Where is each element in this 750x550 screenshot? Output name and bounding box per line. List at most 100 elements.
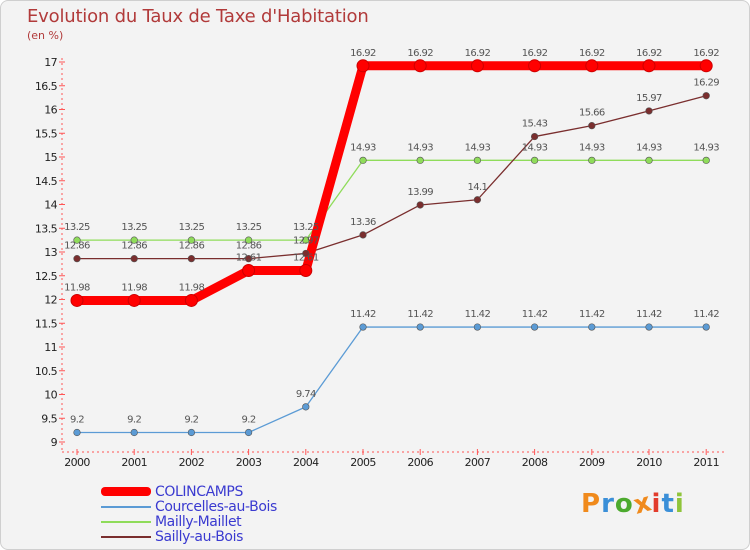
data-label: 12.61 (293, 253, 319, 264)
data-label: 14.93 (350, 142, 376, 153)
data-point (70, 293, 84, 307)
logo-letter: P (581, 489, 602, 519)
data-point (359, 231, 367, 239)
data-point (187, 428, 195, 437)
series-line-colincamps (72, 61, 711, 305)
data-point (702, 156, 710, 164)
data-point (588, 323, 596, 331)
data-point (127, 293, 141, 307)
data-point (699, 59, 713, 73)
data-label: 14.93 (407, 142, 433, 153)
data-point (416, 201, 424, 209)
data-label: 14.1 (467, 182, 487, 193)
data-label: 12.61 (236, 253, 262, 264)
data-label: 15.43 (522, 119, 548, 130)
data-label: 11.42 (522, 309, 548, 320)
legend-label: COLINCAMPS (155, 484, 243, 500)
legend-label: Mailly-Maillet (155, 514, 242, 530)
data-label: 12.97 (293, 235, 319, 246)
data-point (184, 293, 198, 307)
data-label: 13.99 (407, 187, 433, 198)
logo-letter: r (601, 489, 615, 519)
y-tick-label: 16.5 (35, 80, 58, 93)
data-point (299, 264, 313, 278)
y-tick-label: 13.5 (35, 222, 58, 235)
data-point (528, 59, 542, 73)
x-tick-label: 2011 (693, 456, 719, 469)
data-point (470, 59, 484, 73)
data-label: 11.42 (636, 309, 662, 320)
data-label: 9.2 (242, 415, 256, 426)
y-tick-label: 15 (44, 151, 57, 164)
data-label: 12.86 (121, 241, 147, 252)
data-label: 15.97 (636, 93, 662, 104)
x-tick-label: 2007 (465, 456, 491, 469)
y-tick-label: 10 (44, 389, 57, 402)
data-label: 16.92 (407, 48, 433, 59)
data-label: 9.2 (127, 415, 141, 426)
data-label: 9.74 (296, 389, 316, 400)
y-tick-label: 13 (44, 246, 57, 259)
data-point (245, 236, 253, 244)
data-point (530, 132, 539, 141)
data-label: 13.36 (350, 217, 376, 228)
y-tick-label: 12 (44, 294, 57, 307)
data-point (302, 249, 310, 258)
data-label: 12.86 (64, 241, 90, 252)
x-tick-label: 2010 (636, 456, 662, 469)
data-label: 14.93 (693, 142, 719, 153)
data-point (473, 196, 482, 204)
y-tick-label: 17 (44, 56, 57, 69)
data-point (588, 122, 596, 130)
data-point (302, 236, 310, 244)
data-point (413, 59, 427, 73)
data-label: 13.25 (236, 222, 262, 233)
data-label: 16.92 (522, 48, 548, 59)
data-label: 11.42 (350, 309, 376, 320)
data-label: 14.93 (522, 142, 548, 153)
data-points (70, 59, 713, 437)
proxiti-logo: Proxiti (581, 487, 685, 521)
data-point (187, 236, 195, 244)
data-point (130, 255, 138, 263)
logo-letter: i (674, 489, 685, 519)
data-label: 13.25 (293, 222, 319, 233)
data-label: 14.93 (636, 142, 662, 153)
data-label: 16.29 (693, 78, 719, 89)
legend-swatch (101, 487, 151, 496)
x-tick-label: 2008 (522, 456, 548, 469)
data-point (645, 323, 653, 331)
data-point (645, 156, 653, 164)
logo-letter: i (651, 489, 662, 519)
data-point (242, 264, 256, 278)
data-label: 13.25 (179, 222, 205, 233)
data-point (245, 255, 253, 263)
data-label: 9.2 (184, 415, 198, 426)
x-tick-label: 2000 (64, 456, 90, 469)
logo-letter: o (614, 489, 634, 519)
data-point (645, 107, 653, 115)
data-point (416, 323, 424, 331)
data-label: 16.92 (636, 48, 662, 59)
data-point (73, 255, 81, 263)
data-label: 13.25 (64, 222, 90, 233)
x-tick-label: 2005 (350, 456, 376, 469)
series-line-courcelles-au-bois (76, 326, 707, 434)
data-point (187, 255, 195, 263)
data-labels: 11.98 11.98 11.98 12.61 12.61 16.92 16.92 16.92… (64, 48, 720, 426)
y-tick-label: 11 (44, 341, 57, 354)
data-point (702, 323, 710, 331)
x-tick-label: 2001 (121, 456, 147, 469)
data-point (130, 428, 138, 437)
data-label: 16.92 (579, 48, 605, 59)
x-tick-label: 2002 (179, 456, 205, 469)
data-point (473, 323, 482, 331)
x-tick-label: 2006 (407, 456, 433, 469)
data-point (585, 59, 599, 73)
data-label: 13.25 (121, 222, 147, 233)
data-label: 16.92 (350, 48, 376, 59)
y-tick-label: 9.5 (41, 412, 57, 425)
y-axis-unit-label: (en %) (27, 29, 64, 42)
